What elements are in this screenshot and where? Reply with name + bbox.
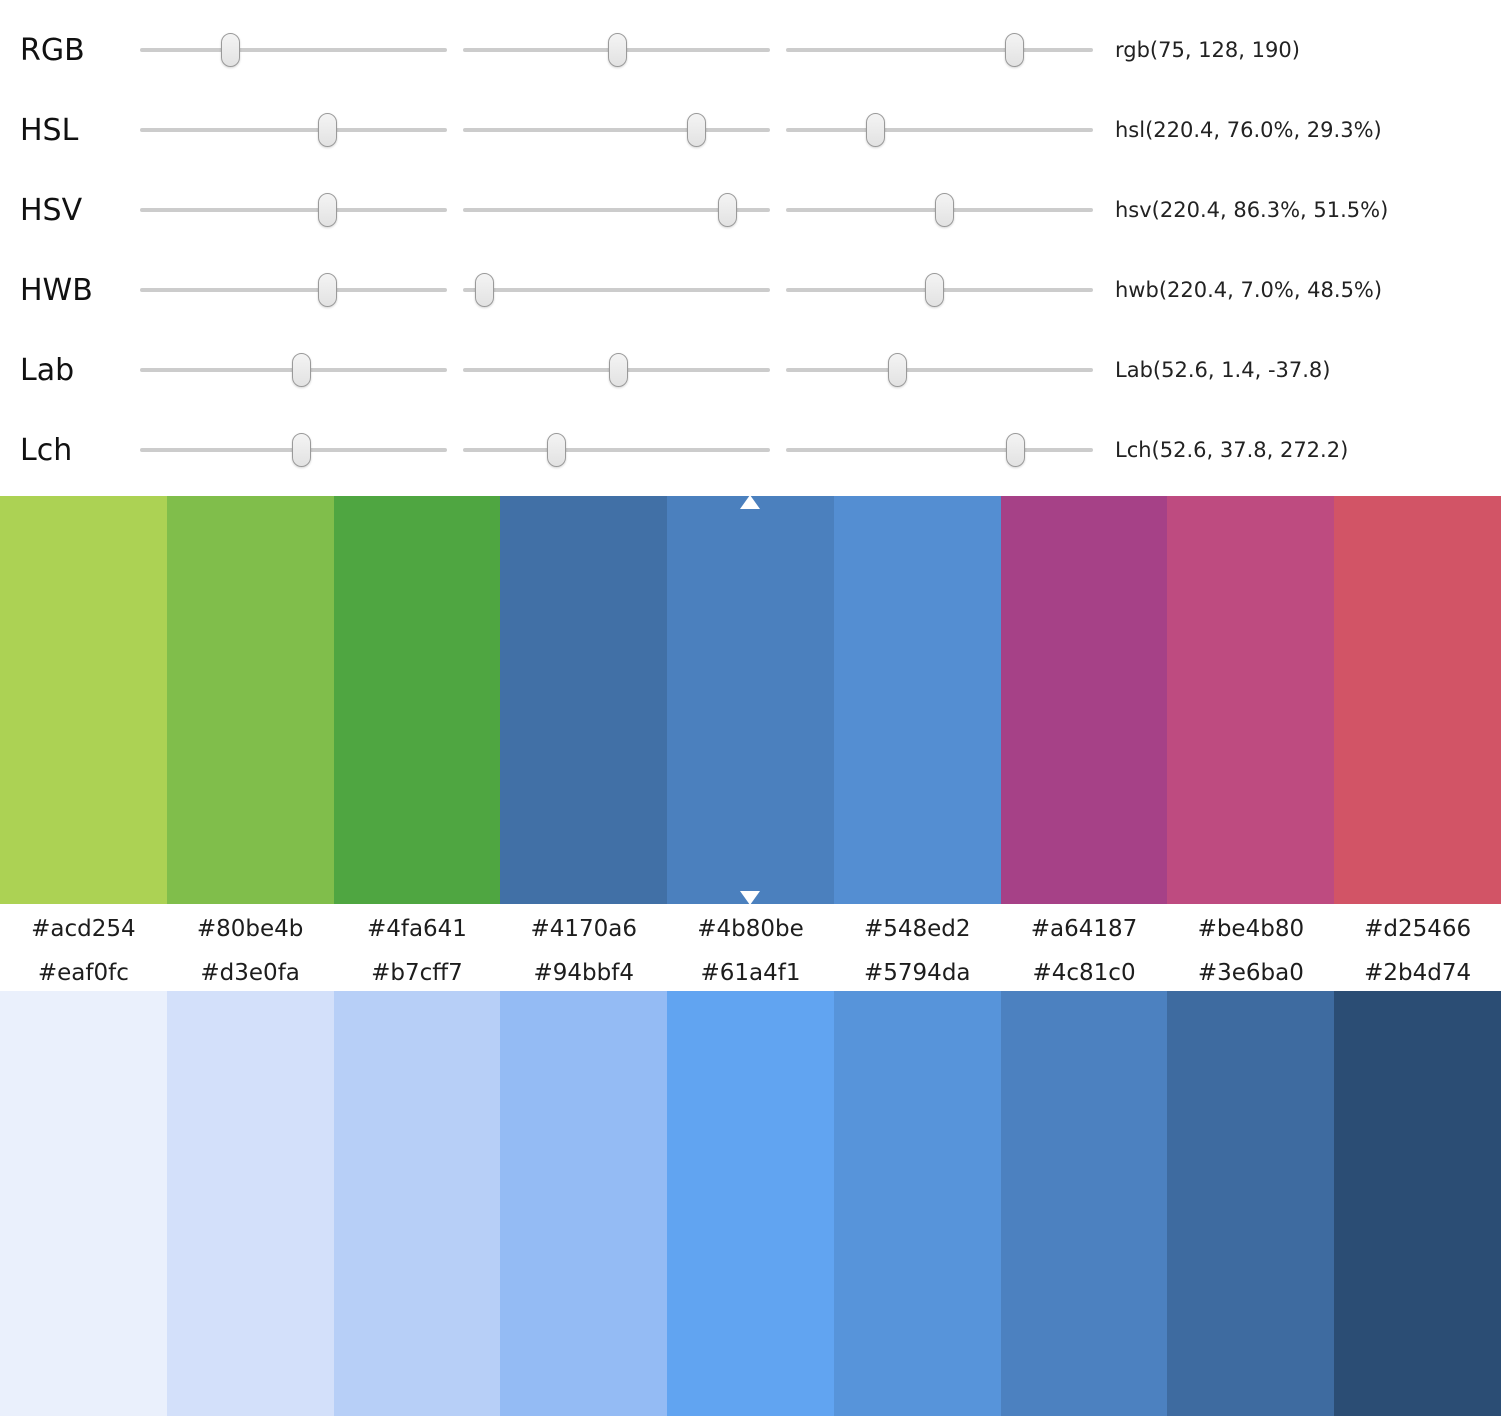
colorspace-label: Lab bbox=[20, 352, 75, 388]
palette-swatch[interactable] bbox=[1167, 991, 1335, 1416]
shade-palette-labels: #eaf0fc #d3e0fa #b7cff7 #94bbf4 #61a4f1 … bbox=[0, 954, 1501, 991]
swatch-hex-label: #4c81c0 bbox=[1032, 959, 1136, 986]
slider-handle[interactable] bbox=[318, 273, 338, 307]
selected-swatch-marker-top bbox=[740, 495, 761, 509]
hwb-value-text: hwb(220.4, 7.0%, 48.5%) bbox=[1115, 278, 1383, 302]
hue-palette-labels: #acd254 #80be4b #4fa641 #4170a6 #4b80be … bbox=[0, 904, 1501, 954]
swatch-hex-label: #d25466 bbox=[1364, 916, 1472, 942]
palette-swatch[interactable] bbox=[1000, 496, 1168, 904]
swatch-hex-label: #a64187 bbox=[1030, 916, 1138, 942]
hsl-value-text: hsl(220.4, 76.0%, 29.3%) bbox=[1115, 118, 1382, 142]
lch-l-slider-track[interactable] bbox=[140, 431, 447, 469]
slider-handle[interactable] bbox=[318, 113, 338, 147]
colorspace-label: HSV bbox=[20, 192, 83, 228]
slider-handle[interactable] bbox=[607, 33, 627, 67]
slider-row-lab: Lab Lab(52.6, 1.4, -37.8) bbox=[20, 330, 1501, 410]
colorspace-label: RGB bbox=[20, 32, 85, 68]
swatch-hex-label: #d3e0fa bbox=[200, 959, 300, 986]
swatch-hex-label: #4170a6 bbox=[530, 916, 637, 942]
swatch-hex-label: #94bbf4 bbox=[533, 959, 634, 986]
hsl-s-slider-track[interactable] bbox=[463, 111, 770, 149]
shade-palette: #eaf0fc #d3e0fa #b7cff7 #94bbf4 #61a4f1 … bbox=[0, 954, 1501, 1416]
swatch-hex-label: #3e6ba0 bbox=[1197, 959, 1304, 986]
hue-palette-strip bbox=[0, 495, 1501, 905]
hsl-l-slider-track[interactable] bbox=[786, 111, 1093, 149]
hsv-h-slider-track[interactable] bbox=[140, 191, 447, 229]
palette-swatch[interactable] bbox=[1334, 991, 1501, 1416]
slider-handle[interactable] bbox=[608, 353, 628, 387]
rgb-value-text: rgb(75, 128, 190) bbox=[1115, 38, 1300, 62]
palette-swatch[interactable] bbox=[500, 496, 668, 904]
palette-swatch-selected[interactable] bbox=[667, 495, 834, 905]
slider-row-hsv: HSV hsv(220.4, 86.3%, 51.5%) bbox=[20, 170, 1501, 250]
colorspace-label: Lch bbox=[20, 432, 73, 468]
slider-handle[interactable] bbox=[547, 433, 567, 467]
swatch-hex-label: #61a4f1 bbox=[700, 959, 801, 986]
lch-h-slider-track[interactable] bbox=[786, 431, 1093, 469]
shade-palette-strip bbox=[0, 991, 1501, 1416]
palette-swatch[interactable] bbox=[0, 991, 167, 1416]
palette-swatch[interactable] bbox=[667, 991, 834, 1416]
hwb-h-slider-track[interactable] bbox=[140, 271, 447, 309]
selected-swatch-marker-bottom bbox=[740, 891, 761, 905]
colorspace-label: HWB bbox=[20, 272, 93, 308]
palette-swatch[interactable] bbox=[333, 496, 501, 904]
palette-swatch[interactable] bbox=[833, 991, 1001, 1416]
slider-handle[interactable] bbox=[866, 113, 886, 147]
palette-swatch[interactable] bbox=[166, 991, 334, 1416]
swatch-hex-label: #4b80be bbox=[697, 916, 804, 942]
palette-swatch[interactable] bbox=[1334, 496, 1501, 904]
rgb-r-slider-track[interactable] bbox=[140, 31, 447, 69]
slider-handle[interactable] bbox=[220, 33, 240, 67]
swatch-hex-label: #b7cff7 bbox=[371, 959, 463, 986]
slider-handle[interactable] bbox=[1005, 433, 1025, 467]
slider-handle[interactable] bbox=[318, 193, 338, 227]
swatch-hex-label: #eaf0fc bbox=[37, 959, 129, 986]
palette-swatch[interactable] bbox=[833, 496, 1001, 904]
palette-swatch[interactable] bbox=[0, 496, 167, 904]
hwb-b-slider-track[interactable] bbox=[786, 271, 1093, 309]
slider-handle[interactable] bbox=[686, 113, 706, 147]
lab-l-slider-track[interactable] bbox=[140, 351, 447, 389]
swatch-hex-label: #4fa641 bbox=[366, 916, 467, 942]
slider-row-hwb: HWB hwb(220.4, 7.0%, 48.5%) bbox=[20, 250, 1501, 330]
hue-palette: #acd254 #80be4b #4fa641 #4170a6 #4b80be … bbox=[0, 495, 1501, 954]
swatch-hex-label: #548ed2 bbox=[863, 916, 971, 942]
slider-handle[interactable] bbox=[887, 353, 907, 387]
lab-b-slider-track[interactable] bbox=[786, 351, 1093, 389]
slider-handle[interactable] bbox=[1005, 33, 1025, 67]
swatch-hex-label: #be4b80 bbox=[1197, 916, 1305, 942]
palette-swatch[interactable] bbox=[166, 496, 334, 904]
slider-handle[interactable] bbox=[718, 193, 738, 227]
lch-value-text: Lch(52.6, 37.8, 272.2) bbox=[1115, 438, 1349, 462]
hsl-h-slider-track[interactable] bbox=[140, 111, 447, 149]
slider-row-rgb: RGB rgb(75, 128, 190) bbox=[20, 10, 1501, 90]
lab-a-slider-track[interactable] bbox=[463, 351, 770, 389]
palette-swatch[interactable] bbox=[333, 991, 501, 1416]
lch-c-slider-track[interactable] bbox=[463, 431, 770, 469]
hsv-v-slider-track[interactable] bbox=[786, 191, 1093, 229]
slider-row-lch: Lch Lch(52.6, 37.8, 272.2) bbox=[20, 410, 1501, 490]
slider-handle[interactable] bbox=[925, 273, 945, 307]
colorspace-sliders: RGB rgb(75, 128, 190) HSL hsl(220.4, 76.… bbox=[0, 0, 1501, 496]
hwb-w-slider-track[interactable] bbox=[463, 271, 770, 309]
palette-swatch[interactable] bbox=[1167, 496, 1335, 904]
lab-value-text: Lab(52.6, 1.4, -37.8) bbox=[1115, 358, 1331, 382]
swatch-hex-label: #80be4b bbox=[196, 916, 304, 942]
rgb-b-slider-track[interactable] bbox=[786, 31, 1093, 69]
palette-swatch[interactable] bbox=[1000, 991, 1168, 1416]
rgb-g-slider-track[interactable] bbox=[463, 31, 770, 69]
swatch-hex-label: #2b4d74 bbox=[1364, 959, 1472, 986]
hsv-s-slider-track[interactable] bbox=[463, 191, 770, 229]
hsv-value-text: hsv(220.4, 86.3%, 51.5%) bbox=[1115, 198, 1389, 222]
palette-swatch[interactable] bbox=[500, 991, 668, 1416]
slider-handle[interactable] bbox=[291, 353, 311, 387]
swatch-hex-label: #5794da bbox=[864, 959, 971, 986]
slider-handle[interactable] bbox=[934, 193, 954, 227]
slider-handle[interactable] bbox=[474, 273, 494, 307]
colorspace-label: HSL bbox=[20, 112, 79, 148]
slider-row-hsl: HSL hsl(220.4, 76.0%, 29.3%) bbox=[20, 90, 1501, 170]
swatch-hex-label: #acd254 bbox=[31, 916, 136, 942]
slider-handle[interactable] bbox=[291, 433, 311, 467]
